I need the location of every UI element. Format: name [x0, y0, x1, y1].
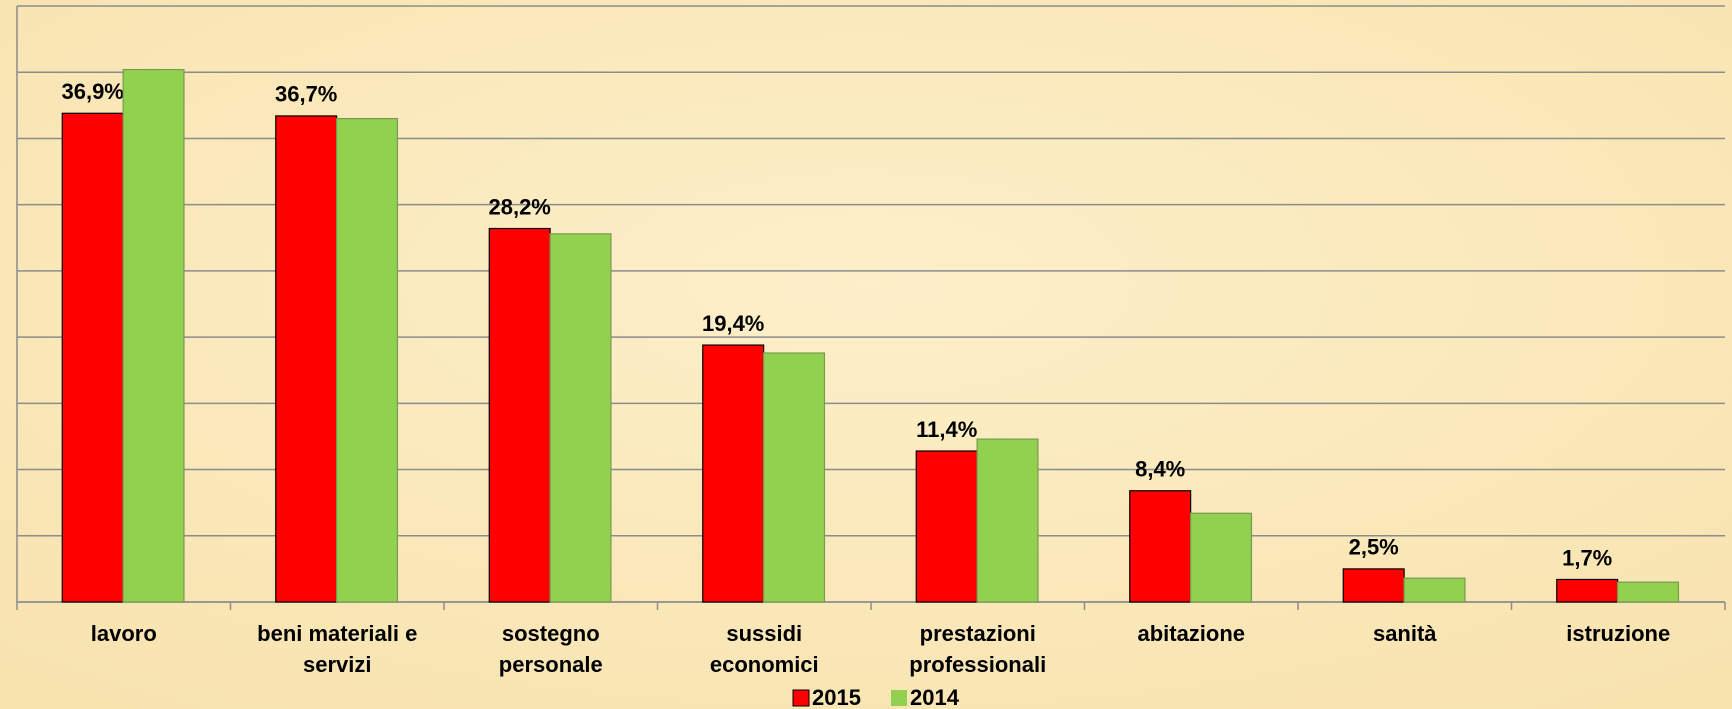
data-label: 28,2%	[488, 194, 550, 219]
bar	[336, 117, 399, 603]
bar	[61, 112, 124, 603]
bar	[1617, 581, 1680, 603]
x-tick-label: istruzione	[1566, 621, 1670, 646]
bar	[488, 227, 551, 603]
bar	[976, 438, 1039, 603]
legend-label: 2014	[910, 685, 960, 709]
legend-swatch	[891, 690, 907, 706]
bar	[275, 115, 338, 603]
bar	[702, 344, 765, 603]
x-tick-label: abitazione	[1137, 621, 1245, 646]
legend-swatch	[792, 689, 810, 707]
data-label: 36,7%	[275, 82, 337, 107]
data-label: 2,5%	[1349, 535, 1399, 560]
bar	[763, 352, 826, 603]
x-tick-label: beni materiali e servizi	[257, 621, 417, 677]
bar	[1556, 578, 1619, 603]
x-tick-label: sostegno personale	[499, 621, 603, 677]
bar	[1403, 577, 1466, 603]
x-tick-label: lavoro	[91, 621, 157, 646]
x-tick-label: sussidi economici	[710, 621, 819, 677]
bar	[1129, 490, 1192, 603]
bar	[122, 68, 185, 603]
data-label: 1,7%	[1562, 545, 1612, 570]
bar	[915, 450, 978, 603]
bar	[1190, 512, 1253, 603]
data-label: 36,9%	[61, 79, 123, 104]
legend-label: 2015	[812, 685, 861, 709]
data-label: 8,4%	[1135, 457, 1185, 482]
x-tick-label: prestazioni professionali	[909, 621, 1046, 677]
data-label: 19,4%	[702, 311, 764, 336]
x-tick-label: sanità	[1373, 621, 1437, 646]
data-label: 11,4%	[916, 417, 977, 442]
bar	[549, 233, 612, 603]
bar	[1342, 568, 1405, 603]
